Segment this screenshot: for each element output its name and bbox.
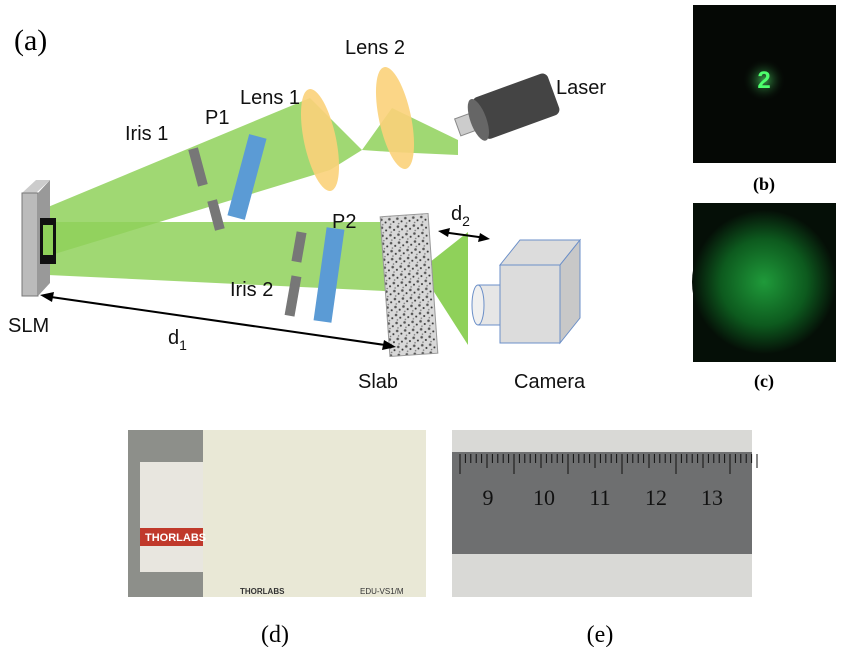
panel-tag: (b) bbox=[753, 174, 775, 195]
ruler-number: 10 bbox=[533, 485, 555, 510]
label: Lens 1 bbox=[240, 87, 300, 109]
slm bbox=[22, 193, 38, 296]
label: Lens 2 bbox=[345, 37, 405, 59]
figure: (a) Lens 1 Lens 2 Laser Iris 1 P1 P2 Iri… bbox=[0, 0, 841, 647]
panel-tag: (d) bbox=[261, 622, 289, 647]
focused-digit: 2 bbox=[757, 67, 770, 94]
distance-label: d1 bbox=[168, 327, 187, 353]
panel-e-image: 9 10 11 12 13 bbox=[452, 430, 757, 597]
ruler-number: 12 bbox=[645, 485, 667, 510]
distance-label: d2 bbox=[451, 203, 470, 229]
label: SLM bbox=[8, 315, 49, 337]
ruler-number: 13 bbox=[701, 485, 723, 510]
slab bbox=[380, 213, 438, 356]
panel-a: (a) Lens 1 Lens 2 Laser Iris 1 P1 P2 Iri… bbox=[8, 24, 606, 393]
panel-tag: (c) bbox=[754, 371, 774, 392]
model: EDU-VS1/M bbox=[360, 587, 404, 596]
slm-pattern bbox=[43, 225, 53, 255]
arrow-head bbox=[438, 228, 450, 237]
brand: THORLABS bbox=[145, 532, 206, 544]
ruler-number: 9 bbox=[483, 485, 494, 510]
panel-tag: (a) bbox=[14, 24, 47, 57]
camera bbox=[472, 240, 580, 343]
distance-arrow bbox=[44, 296, 392, 346]
label: P2 bbox=[332, 211, 356, 233]
label: Slab bbox=[358, 371, 398, 393]
speckle-blur bbox=[692, 210, 836, 354]
laser bbox=[450, 72, 561, 148]
label: P1 bbox=[205, 107, 229, 129]
ruler-number: 11 bbox=[589, 485, 610, 510]
label: Laser bbox=[556, 77, 606, 99]
label: Iris 1 bbox=[125, 123, 168, 145]
label: Iris 2 bbox=[230, 279, 273, 301]
brand: THORLABS bbox=[240, 587, 285, 596]
lens bbox=[369, 64, 422, 172]
arrow-head bbox=[478, 233, 490, 242]
panel-d-image: THORLABS THORLABS EDU-VS1/M bbox=[128, 430, 426, 597]
panel-tag: (e) bbox=[587, 622, 614, 647]
label: Camera bbox=[514, 371, 586, 393]
arrow-head bbox=[40, 292, 54, 302]
